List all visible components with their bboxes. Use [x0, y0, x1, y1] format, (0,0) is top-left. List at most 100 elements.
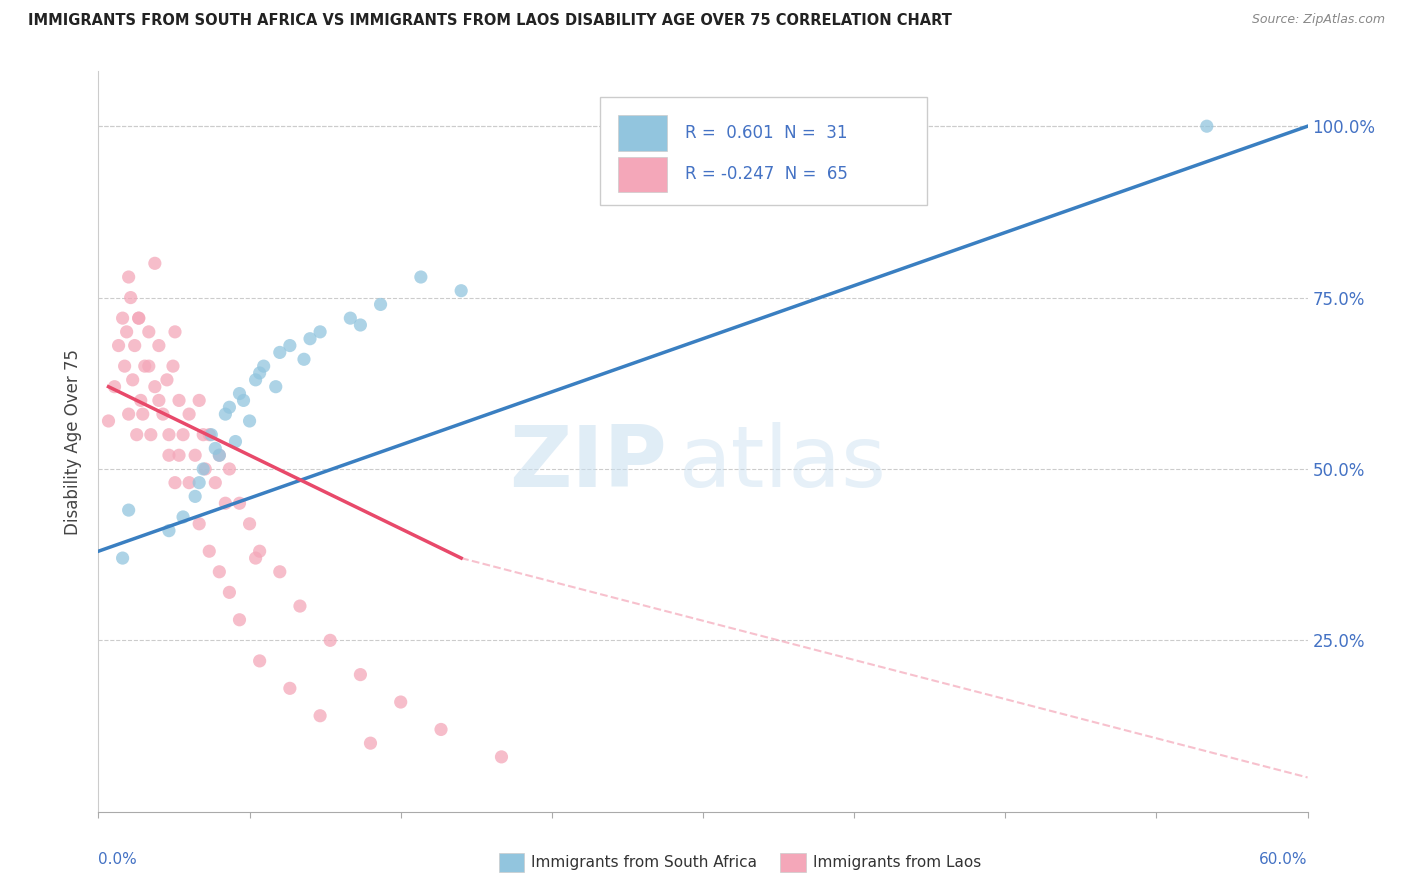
Point	[218, 585, 240, 599]
Point	[128, 311, 150, 326]
Point	[156, 373, 179, 387]
Text: ZIP: ZIP	[509, 422, 666, 505]
Point	[228, 496, 250, 510]
Point	[269, 565, 291, 579]
Point	[249, 366, 271, 380]
Point	[299, 332, 322, 346]
Point	[292, 352, 315, 367]
Point	[162, 359, 184, 373]
Point	[172, 510, 194, 524]
Point	[214, 496, 236, 510]
Point	[319, 633, 342, 648]
Text: R = -0.247  N =  65: R = -0.247 N = 65	[685, 165, 848, 183]
Point	[118, 407, 141, 421]
Point	[309, 325, 332, 339]
Point	[179, 475, 201, 490]
Point	[163, 325, 186, 339]
Point	[249, 654, 271, 668]
Point	[200, 427, 222, 442]
Text: Immigrants from Laos: Immigrants from Laos	[813, 855, 981, 870]
Point	[278, 338, 301, 352]
Point	[208, 448, 231, 462]
Point	[138, 325, 160, 339]
Point	[138, 359, 160, 373]
Point	[120, 291, 142, 305]
Point	[188, 393, 211, 408]
Point	[143, 380, 166, 394]
Point	[132, 407, 155, 421]
Point	[1195, 119, 1218, 133]
Point	[157, 524, 180, 538]
Point	[232, 393, 254, 408]
Point	[188, 475, 211, 490]
Point	[409, 270, 432, 285]
Point	[97, 414, 120, 428]
Point	[118, 270, 141, 285]
Point	[430, 723, 453, 737]
Point	[214, 407, 236, 421]
Point	[125, 427, 148, 442]
Text: Source: ZipAtlas.com: Source: ZipAtlas.com	[1251, 13, 1385, 27]
Point	[157, 448, 180, 462]
Point	[218, 401, 240, 415]
Point	[245, 551, 267, 566]
Point	[148, 338, 170, 352]
Text: IMMIGRANTS FROM SOUTH AFRICA VS IMMIGRANTS FROM LAOS DISABILITY AGE OVER 75 CORR: IMMIGRANTS FROM SOUTH AFRICA VS IMMIGRAN…	[28, 13, 952, 29]
Point	[309, 708, 332, 723]
Point	[491, 750, 513, 764]
Text: 0.0%: 0.0%	[98, 853, 138, 867]
Point	[139, 427, 162, 442]
Y-axis label: Disability Age Over 75: Disability Age Over 75	[65, 349, 83, 534]
Point	[278, 681, 301, 696]
Point	[148, 393, 170, 408]
Point	[152, 407, 174, 421]
Point	[228, 613, 250, 627]
Point	[124, 338, 146, 352]
Point	[128, 311, 150, 326]
Point	[224, 434, 246, 449]
Point	[118, 503, 141, 517]
Point	[204, 475, 226, 490]
Point	[239, 414, 262, 428]
Point	[339, 311, 361, 326]
Point	[121, 373, 143, 387]
Point	[253, 359, 276, 373]
Point	[360, 736, 382, 750]
Point	[245, 373, 267, 387]
Point	[179, 407, 201, 421]
Point	[208, 565, 231, 579]
Text: 60.0%: 60.0%	[1260, 853, 1308, 867]
Point	[228, 386, 250, 401]
Point	[143, 256, 166, 270]
Point	[389, 695, 412, 709]
Point	[188, 516, 211, 531]
Point	[184, 448, 207, 462]
FancyBboxPatch shape	[600, 97, 927, 204]
Point	[129, 393, 152, 408]
Point	[204, 442, 226, 456]
Point	[111, 551, 134, 566]
Point	[134, 359, 156, 373]
Point	[349, 667, 371, 681]
Point	[115, 325, 138, 339]
Point	[269, 345, 291, 359]
Point	[288, 599, 311, 613]
Point	[107, 338, 129, 352]
Point	[111, 311, 134, 326]
Point	[198, 544, 221, 558]
Point	[172, 427, 194, 442]
Point	[264, 380, 287, 394]
Bar	[619, 115, 666, 151]
Point	[167, 393, 190, 408]
Point	[450, 284, 472, 298]
Point	[184, 489, 207, 503]
Text: R =  0.601  N =  31: R = 0.601 N = 31	[685, 124, 848, 142]
Text: atlas: atlas	[679, 422, 887, 505]
Point	[193, 427, 215, 442]
Point	[249, 544, 271, 558]
Point	[218, 462, 240, 476]
Point	[370, 297, 392, 311]
Text: Immigrants from South Africa: Immigrants from South Africa	[531, 855, 758, 870]
Point	[167, 448, 190, 462]
Point	[157, 427, 180, 442]
